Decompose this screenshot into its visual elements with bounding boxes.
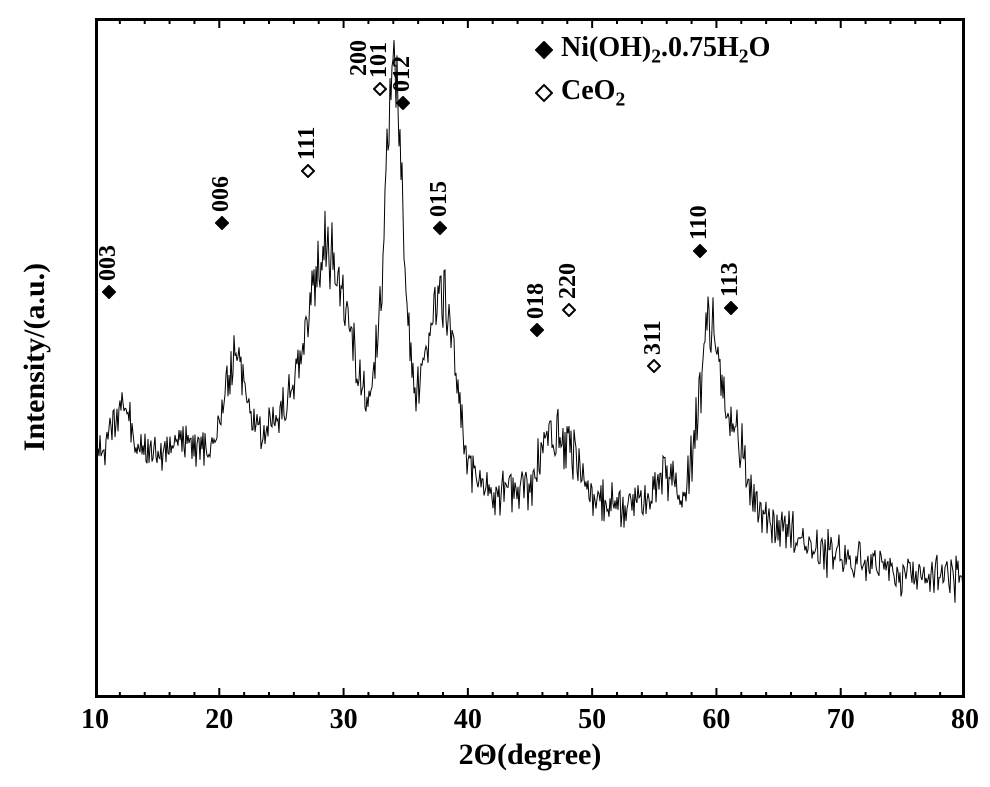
peak-label: 015 xyxy=(426,181,453,235)
x-tick-label: 80 xyxy=(951,704,979,736)
filled-diamond-icon xyxy=(432,221,446,235)
peak-label: 003 xyxy=(95,245,122,299)
legend-label: Ni(OH)2.0.75H2O xyxy=(561,32,770,69)
peak-label: 113 xyxy=(717,262,744,315)
open-diamond-icon xyxy=(646,359,660,373)
peak-label: 018 xyxy=(523,283,550,337)
peak-label: 220 xyxy=(555,263,582,317)
filled-diamond-icon xyxy=(723,301,737,315)
peak-label-text: 018 xyxy=(523,283,550,319)
legend: Ni(OH)2.0.75H2O CeO2 xyxy=(535,32,770,111)
x-tick-label: 40 xyxy=(454,704,482,736)
x-tick-label: 20 xyxy=(205,704,233,736)
filled-diamond-icon xyxy=(535,41,553,59)
peak-label: 006 xyxy=(208,176,235,230)
filled-diamond-icon xyxy=(692,244,706,258)
peak-label-text: 012 xyxy=(389,56,416,92)
open-diamond-icon xyxy=(535,84,553,102)
peak-label-text: 113 xyxy=(717,262,744,297)
filled-diamond-icon xyxy=(529,323,543,337)
plot-svg xyxy=(95,18,965,698)
open-diamond-icon xyxy=(373,82,387,96)
filled-diamond-icon xyxy=(215,216,229,230)
peak-label-text: 220 xyxy=(555,263,582,299)
peak-label-text: 015 xyxy=(426,181,453,217)
peak-label: 311 xyxy=(640,320,667,373)
x-tick-label: 70 xyxy=(827,704,855,736)
legend-item: CeO2 xyxy=(535,75,770,112)
open-diamond-icon xyxy=(562,303,576,317)
peak-label-text: 003 xyxy=(95,245,122,281)
open-diamond-icon xyxy=(301,164,315,178)
x-tick-label: 30 xyxy=(330,704,358,736)
peak-label: 111 xyxy=(294,127,321,178)
legend-item: Ni(OH)2.0.75H2O xyxy=(535,32,770,69)
x-axis-label: 2Θ(degree) xyxy=(430,738,630,772)
peak-label-text: 110 xyxy=(686,205,713,240)
peak-label: 012 xyxy=(389,56,416,110)
y-axis-label: Intensity/(a.u.) xyxy=(18,237,52,477)
x-tick-label: 50 xyxy=(578,704,606,736)
peak-label-text: 006 xyxy=(208,176,235,212)
x-tick-label: 10 xyxy=(81,704,109,736)
peak-label-text: 111 xyxy=(294,127,321,160)
peak-label-text: 311 xyxy=(640,320,667,355)
filled-diamond-icon xyxy=(395,96,409,110)
filled-diamond-icon xyxy=(102,285,116,299)
peak-label: 110 xyxy=(686,205,713,258)
legend-label: CeO2 xyxy=(561,75,625,112)
x-tick-label: 60 xyxy=(702,704,730,736)
